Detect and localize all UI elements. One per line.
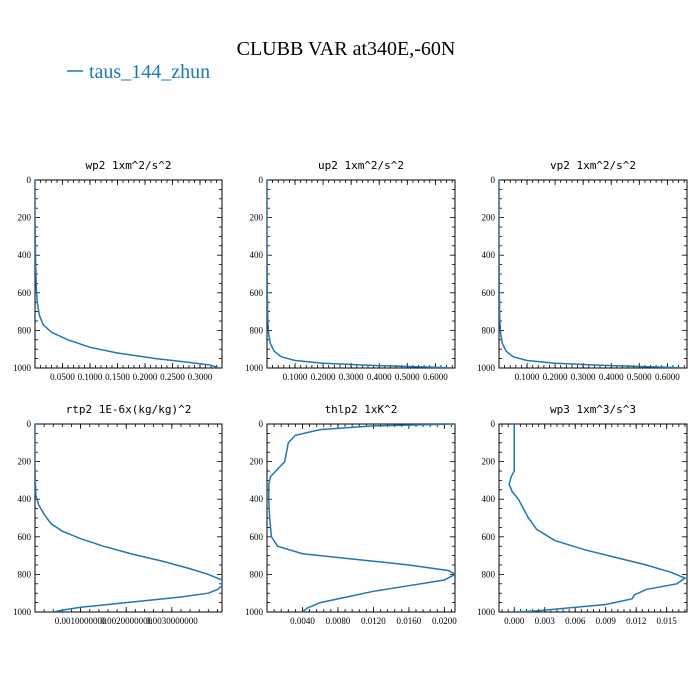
x-tick-label: 0.2000 xyxy=(133,372,158,382)
chart-panel-5: thlp2 1xK^2 0 200 400 600 800 1000 0.0040 0.0080… xyxy=(245,403,457,626)
x-tick-label: 0.0010000000 xyxy=(55,616,107,626)
plot-frame xyxy=(34,423,223,613)
y-tick-label: 600 xyxy=(250,288,264,298)
x-tick-label: 0.012 xyxy=(626,616,646,626)
panel-title: wp2 1xm^2/s^2 xyxy=(85,159,171,172)
x-tick-label: 0.2000 xyxy=(543,372,568,382)
y-tick-label: 800 xyxy=(18,569,32,579)
y-tick-label: 200 xyxy=(250,457,264,467)
y-tick-label: 200 xyxy=(18,457,32,467)
x-tick-label: 0.0030000000 xyxy=(146,616,198,626)
figure-title: CLUBB VAR at340E,-60N xyxy=(237,38,456,60)
series-line xyxy=(35,424,222,612)
plot-frame xyxy=(34,179,223,369)
y-tick-label: 0 xyxy=(259,175,264,185)
y-tick-label: 800 xyxy=(250,325,264,335)
x-tick-label: 0.3000 xyxy=(339,372,364,382)
x-tick-label: 0.006 xyxy=(565,616,586,626)
series-line xyxy=(508,424,687,612)
x-tick-label: 0.0200 xyxy=(432,616,457,626)
y-tick-label: 400 xyxy=(18,494,32,504)
x-tick-label: 0.0020000000 xyxy=(100,616,152,626)
x-tick-label: 0.1000 xyxy=(78,372,103,382)
x-tick-label: 0.1000 xyxy=(515,372,540,382)
y-tick-label: 200 xyxy=(18,213,32,223)
x-tick-label: 0.0500 xyxy=(50,372,75,382)
x-tick-label: 0.5000 xyxy=(627,372,652,382)
panel-title: wp3 1xm^3/s^3 xyxy=(550,403,636,416)
x-tick-label: 0.000 xyxy=(504,616,525,626)
chart-panel-4: rtp2 1E-6x(kg/kg)^2 0 200 400 600 800 1000 0.00… xyxy=(13,403,223,626)
y-tick-label: 1000 xyxy=(13,607,32,617)
y-tick-label: 800 xyxy=(18,325,32,335)
x-tick-label: 0.2500 xyxy=(160,372,185,382)
legend-label: taus_144_zhun xyxy=(89,61,210,83)
y-tick-label: 1000 xyxy=(245,607,264,617)
y-tick-label: 600 xyxy=(250,532,264,542)
series-line xyxy=(267,180,453,368)
y-tick-label: 400 xyxy=(250,494,264,504)
y-tick-label: 1000 xyxy=(477,607,496,617)
x-tick-label: 0.015 xyxy=(657,616,678,626)
y-tick-label: 800 xyxy=(482,325,496,335)
y-tick-label: 0 xyxy=(27,419,32,429)
plot-frame xyxy=(498,179,688,369)
y-tick-label: 400 xyxy=(18,250,32,260)
y-tick-label: 0 xyxy=(491,419,496,429)
x-tick-label: 0.2000 xyxy=(311,372,336,382)
x-tick-label: 0.5000 xyxy=(395,372,420,382)
y-tick-label: 400 xyxy=(250,250,264,260)
y-tick-label: 800 xyxy=(250,569,264,579)
y-tick-label: 600 xyxy=(18,288,32,298)
x-tick-label: 0.0160 xyxy=(397,616,422,626)
x-tick-label: 0.009 xyxy=(596,616,617,626)
chart-panel-6: wp3 1xm^3/s^3 0 200 400 600 800 1000 0.000 0.003… xyxy=(477,403,688,626)
series-line xyxy=(268,424,455,612)
panel-title: thlp2 1xK^2 xyxy=(325,403,398,416)
y-tick-label: 600 xyxy=(482,288,496,298)
y-tick-label: 0 xyxy=(27,175,32,185)
series-line xyxy=(35,180,220,368)
chart-panel-2: up2 1xm^2/s^2 0 200 400 600 800 1000 0.1000 0.20… xyxy=(245,159,456,382)
y-tick-label: 1000 xyxy=(245,363,264,373)
x-tick-label: 0.1000 xyxy=(283,372,308,382)
panel-title: up2 1xm^2/s^2 xyxy=(318,159,404,172)
series-line xyxy=(499,180,685,368)
x-tick-label: 0.003 xyxy=(535,616,556,626)
x-tick-label: 0.6000 xyxy=(655,372,680,382)
plot-frame xyxy=(498,423,688,613)
panel-title: rtp2 1E-6x(kg/kg)^2 xyxy=(66,403,192,416)
x-tick-label: 0.0120 xyxy=(361,616,386,626)
plot-frame xyxy=(266,423,456,613)
y-tick-label: 200 xyxy=(482,457,496,467)
x-tick-label: 0.1500 xyxy=(105,372,130,382)
panel-title: vp2 1xm^2/s^2 xyxy=(550,159,636,172)
y-tick-label: 200 xyxy=(482,213,496,223)
x-tick-label: 0.3000 xyxy=(571,372,596,382)
y-tick-label: 800 xyxy=(482,569,496,579)
y-tick-label: 1000 xyxy=(13,363,32,373)
chart-panel-3: vp2 1xm^2/s^2 0 200 400 600 800 1000 0.1000 0.20… xyxy=(477,159,688,382)
plot-frame xyxy=(266,179,456,369)
legend: taus_144_zhun xyxy=(67,61,210,83)
x-tick-label: 0.0080 xyxy=(326,616,351,626)
x-tick-label: 0.6000 xyxy=(423,372,448,382)
chart-panel-1: wp2 1xm^2/s^2 0 200 400 600 800 1000 0.0500 0.10… xyxy=(13,159,223,382)
y-tick-label: 0 xyxy=(259,419,264,429)
y-tick-label: 600 xyxy=(482,532,496,542)
y-tick-label: 400 xyxy=(482,494,496,504)
y-tick-label: 200 xyxy=(250,213,264,223)
x-tick-label: 0.0040 xyxy=(290,616,315,626)
y-tick-label: 0 xyxy=(491,175,496,185)
x-tick-label: 0.4000 xyxy=(599,372,624,382)
y-tick-label: 1000 xyxy=(477,363,496,373)
x-tick-label: 0.4000 xyxy=(367,372,392,382)
y-tick-label: 400 xyxy=(482,250,496,260)
x-tick-label: 0.3000 xyxy=(188,372,213,382)
y-tick-label: 600 xyxy=(18,532,32,542)
